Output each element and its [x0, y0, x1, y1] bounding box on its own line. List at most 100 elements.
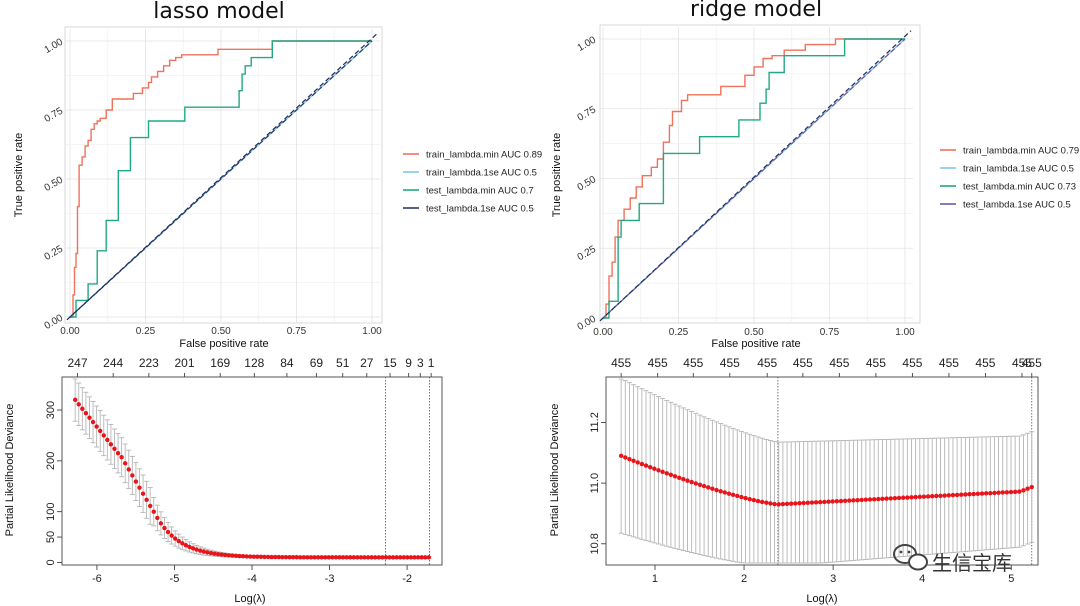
deviance-point: [730, 492, 736, 498]
deviance-point: [262, 554, 267, 560]
deviance-point: [230, 553, 235, 558]
deviance-point: [963, 492, 968, 497]
y-tick-label: 1.00: [43, 36, 66, 55]
roc-line-1: [70, 40, 372, 318]
deviance-point: [681, 477, 686, 482]
x-tick-label: 0.50: [211, 326, 231, 337]
deviance-point: [340, 555, 346, 560]
deviance-point: [1004, 490, 1010, 495]
deviance-point: [390, 555, 396, 560]
deviance-point: [108, 442, 114, 447]
deviance-point: [693, 481, 699, 486]
deviance-point: [1012, 489, 1018, 495]
deviance-point: [946, 493, 952, 498]
deviance-point: [90, 419, 96, 425]
top-tick-label: 84: [280, 356, 294, 370]
y-tick-label: 11.2: [589, 412, 601, 433]
deviance-point: [631, 458, 636, 463]
deviance-point: [975, 491, 981, 497]
deviance-point: [623, 455, 628, 460]
lasso-cv-xlabel: Log(λ): [234, 593, 265, 605]
x-tick-label: 1.00: [895, 327, 915, 338]
top-tick-label: 223: [139, 356, 159, 370]
top-tick-label: 455: [829, 356, 849, 370]
deviance-point: [258, 554, 264, 560]
top-tick-label: 1: [428, 356, 435, 370]
deviance-point: [137, 485, 142, 490]
ridge-title: ridge model: [690, 0, 822, 22]
deviance-point: [959, 492, 964, 497]
deviance-point: [863, 497, 869, 502]
deviance-point: [1008, 489, 1014, 495]
deviance-point: [706, 485, 711, 490]
deviance-point: [398, 555, 403, 560]
deviance-point: [934, 493, 939, 499]
deviance-point: [305, 555, 310, 560]
wechat-icon: [893, 544, 928, 571]
deviance-point: [423, 555, 428, 560]
x-tick-label: -5: [170, 573, 180, 585]
deviance-point: [301, 555, 306, 560]
top-tick-label: 455: [611, 356, 631, 370]
legend-label: test_lambda.1se AUC 0.5: [426, 204, 534, 215]
deviance-point: [788, 501, 794, 506]
deviance-point: [905, 495, 910, 500]
x-tick-label: 0.00: [60, 326, 80, 337]
deviance-point: [344, 555, 349, 560]
top-tick-label: 455: [648, 356, 668, 370]
x-tick-label: 1: [652, 573, 658, 585]
deviance-point: [627, 456, 632, 462]
deviance-point: [755, 498, 761, 504]
deviance-point: [809, 500, 815, 505]
deviance-point: [330, 555, 335, 560]
deviance-point: [112, 446, 117, 451]
deviance-point: [315, 555, 321, 560]
deviance-point: [921, 494, 927, 499]
y-tick-label: 300: [45, 401, 57, 419]
x-tick-label: 0.00: [593, 327, 613, 338]
deviance-point: [401, 555, 407, 560]
top-tick-label: 455: [683, 356, 703, 370]
x-tick-label: 5: [1008, 573, 1014, 585]
legend-label: train_lambda.1se AUC 0.5: [426, 168, 537, 179]
top-tick-label: 455: [902, 356, 922, 370]
deviance-point: [751, 497, 757, 503]
lasso-roc-panel: lasso model 0.00 0.25 0.50 0.75 1.000.000.25…: [13, 0, 542, 350]
deviance-point: [780, 501, 786, 507]
deviance-point: [312, 555, 317, 560]
deviance-point: [917, 494, 922, 500]
deviance-point: [194, 547, 199, 552]
deviance-point: [105, 437, 110, 443]
y-tick-label: 0.25: [576, 244, 599, 263]
deviance-point: [119, 455, 124, 460]
deviance-point: [896, 495, 902, 501]
deviance-point: [319, 555, 324, 560]
deviance-point: [183, 543, 189, 548]
deviance-point: [380, 555, 385, 560]
x-tick-label: -2: [402, 573, 412, 585]
deviance-point: [735, 493, 740, 499]
deviance-point: [72, 397, 78, 403]
deviance-point: [718, 489, 723, 494]
deviance-point: [813, 500, 819, 505]
deviance-point: [801, 500, 806, 506]
deviance-point: [255, 554, 260, 559]
deviance-point: [652, 466, 657, 471]
x-tick-label: 2: [741, 573, 747, 585]
deviance-point: [677, 475, 682, 480]
lasso-legend: train_lambda.min AUC 0.89 train_lambda.1s…: [403, 150, 542, 215]
watermark: 生信宝库: [893, 544, 1012, 575]
lasso-title: lasso model: [153, 0, 284, 24]
deviance-point: [130, 473, 135, 478]
deviance-point: [215, 551, 221, 557]
deviance-point: [988, 490, 993, 496]
ridge-roc-series: [599, 30, 912, 322]
top-tick-label: 15: [383, 356, 397, 370]
deviance-point: [992, 490, 997, 496]
deviance-point: [697, 482, 703, 487]
x-tick-label: 0.25: [136, 326, 156, 337]
top-tick-label: 455: [1012, 356, 1032, 370]
deviance-point: [1025, 486, 1030, 491]
x-tick-label: 0.25: [669, 327, 689, 338]
